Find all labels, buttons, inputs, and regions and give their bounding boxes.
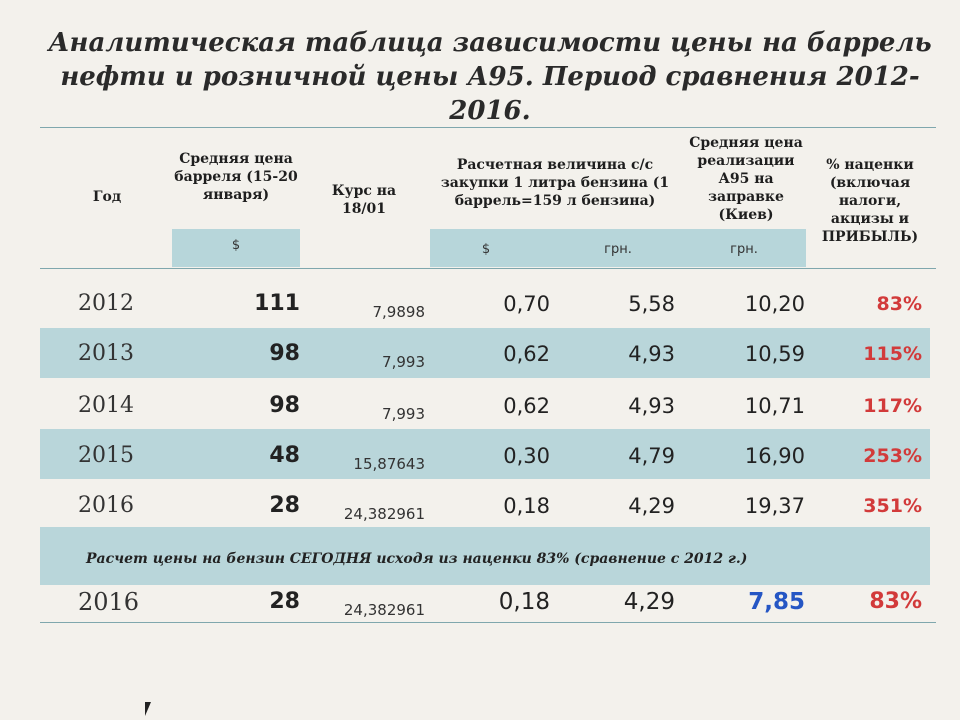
title-line-1: Аналитическая таблица зависимости цены н…: [48, 28, 932, 58]
cell-barrel-price: 48: [269, 443, 300, 468]
cell-cost-usd: 0,18: [503, 494, 550, 518]
cell-a95-price: 10,59: [744, 342, 805, 366]
unit-a95: грн.: [730, 242, 758, 257]
cell-markup: 115%: [863, 343, 922, 365]
cell-rate: 15,87643: [353, 455, 425, 473]
cell-a95-price: 10,71: [744, 394, 805, 418]
note-text: Расчет цены на бензин СЕГОДНЯ исходя из …: [86, 551, 748, 567]
mouse-cursor-icon: [145, 702, 151, 716]
cell-barrel-price: 28: [269, 589, 300, 614]
cell-cost-usd: 0,70: [503, 292, 550, 316]
unit-calc-uah: грн.: [604, 242, 632, 257]
cell-cost-usd: 0,62: [503, 394, 550, 418]
cell-year: 2014: [78, 393, 134, 418]
row-band-2015: [40, 429, 930, 479]
unit-band-barrel: [172, 229, 300, 267]
cell-a95-price: 16,90: [744, 444, 805, 468]
cell-cost-uah: 4,93: [628, 394, 675, 418]
page-title: Аналитическая таблица зависимости цены н…: [40, 26, 940, 128]
note-band: [40, 527, 930, 585]
cell-cost-uah: 4,93: [628, 342, 675, 366]
cell-a95-price: 10,20: [744, 292, 805, 316]
table-row: 2012 111 7,9898 0,70 5,58 10,20 83%: [40, 280, 930, 328]
cell-year: 2012: [78, 291, 134, 316]
header-year: Год: [92, 189, 122, 205]
cell-barrel-price: 28: [269, 493, 300, 518]
cell-markup: 83%: [869, 589, 922, 614]
cell-rate: 7,993: [382, 405, 425, 423]
cell-rate: 24,382961: [343, 505, 425, 523]
cell-barrel-price: 98: [269, 341, 300, 366]
header-top-rule: [40, 127, 936, 128]
header-a95: Средняя цена реализации А95 на заправке …: [689, 135, 803, 223]
title-line-2: нефти и розничной цены А95. Период сравн…: [60, 62, 920, 126]
table-row: 2014 98 7,993 0,62 4,93 10,71 117%: [40, 382, 930, 430]
unit-barrel: $: [231, 238, 241, 253]
table-row: 2016 28 24,382961 0,18 4,29 19,37 351%: [40, 482, 930, 530]
header-rate: Курс на 18/01: [331, 183, 397, 217]
cell-cost-uah: 4,29: [628, 494, 675, 518]
cell-cost-usd: 0,18: [498, 589, 550, 615]
cell-markup: 117%: [863, 395, 922, 417]
table-row: 2013 98 7,993 0,62 4,93 10,59 115%: [40, 330, 930, 378]
header-calc: Расчетная величина с/с закупки 1 литра б…: [440, 157, 670, 209]
cell-markup: 351%: [863, 495, 922, 517]
header-bottom-rule: [40, 268, 936, 269]
today-row: 2016 28 24,382961 0,18 4,29 7,85 83%: [40, 578, 930, 626]
cell-barrel-price: 111: [254, 291, 300, 316]
header-markup: % наценки (включая налоги, акцизы и ПРИБ…: [821, 157, 919, 245]
header-barrel: Средняя цена барреля (15-20 января): [174, 151, 298, 203]
cell-cost-usd: 0,62: [503, 342, 550, 366]
cell-rate: 7,993: [382, 353, 425, 371]
cell-rate: 24,382961: [343, 601, 425, 619]
cell-barrel-price: 98: [269, 393, 300, 418]
cell-markup: 83%: [876, 293, 922, 315]
cell-year: 2016: [78, 588, 140, 616]
table-row: 2015 48 15,87643 0,30 4,79 16,90 253%: [40, 432, 930, 480]
cell-cost-uah: 4,79: [628, 444, 675, 468]
cell-a95-price: 19,37: [744, 494, 805, 518]
cell-cost-uah: 4,29: [623, 589, 675, 615]
cell-year: 2013: [78, 341, 134, 366]
unit-band-calc: [430, 229, 806, 267]
table-bottom-rule: [40, 622, 936, 623]
unit-calc-usd: $: [481, 242, 491, 257]
cell-rate: 7,9898: [372, 303, 426, 321]
cell-cost-uah: 5,58: [628, 292, 675, 316]
row-band-2013: [40, 328, 930, 378]
cell-year: 2016: [78, 493, 134, 518]
cell-cost-usd: 0,30: [503, 444, 550, 468]
cell-year: 2015: [78, 443, 134, 468]
cell-markup: 253%: [863, 445, 922, 467]
cell-a95-price-today: 7,85: [748, 589, 805, 615]
